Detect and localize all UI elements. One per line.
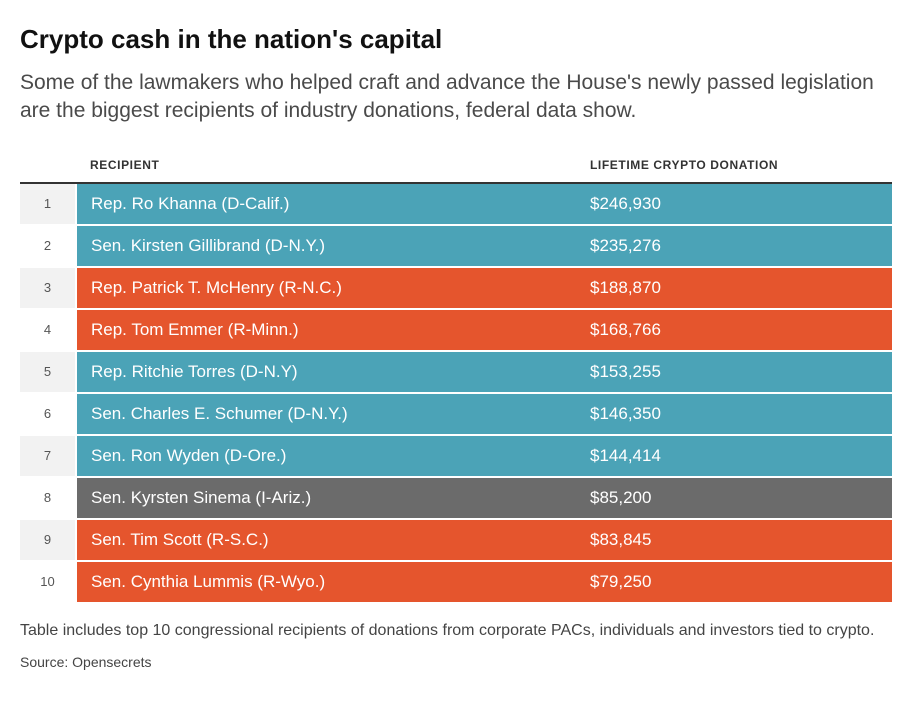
recipient-cell: Sen. Cynthia Lummis (R-Wyo.) (76, 561, 576, 603)
amount-cell: $83,845 (576, 519, 892, 561)
chart-subtitle: Some of the lawmakers who helped craft a… (20, 69, 892, 126)
col-header-rank (20, 148, 76, 183)
table-row: 6Sen. Charles E. Schumer (D-N.Y.)$146,35… (20, 393, 892, 435)
table-row: 1Rep. Ro Khanna (D-Calif.)$246,930 (20, 183, 892, 225)
table-header-row: RECIPIENT LIFETIME CRYPTO DONATION (20, 148, 892, 183)
table-row: 4Rep. Tom Emmer (R-Minn.)$168,766 (20, 309, 892, 351)
amount-cell: $146,350 (576, 393, 892, 435)
chart-title: Crypto cash in the nation's capital (20, 24, 892, 55)
rank-cell: 2 (20, 225, 76, 267)
amount-cell: $144,414 (576, 435, 892, 477)
amount-cell: $79,250 (576, 561, 892, 603)
donations-table: RECIPIENT LIFETIME CRYPTO DONATION 1Rep.… (20, 148, 892, 604)
rank-cell: 1 (20, 183, 76, 225)
recipient-cell: Rep. Patrick T. McHenry (R-N.C.) (76, 267, 576, 309)
recipient-cell: Sen. Kirsten Gillibrand (D-N.Y.) (76, 225, 576, 267)
table-body: 1Rep. Ro Khanna (D-Calif.)$246,9302Sen. … (20, 183, 892, 603)
table-row: 9Sen. Tim Scott (R-S.C.)$83,845 (20, 519, 892, 561)
rank-cell: 9 (20, 519, 76, 561)
col-header-recipient: RECIPIENT (76, 148, 576, 183)
recipient-cell: Sen. Kyrsten Sinema (I-Ariz.) (76, 477, 576, 519)
table-row: 8Sen. Kyrsten Sinema (I-Ariz.)$85,200 (20, 477, 892, 519)
recipient-cell: Sen. Charles E. Schumer (D-N.Y.) (76, 393, 576, 435)
recipient-cell: Rep. Ritchie Torres (D-N.Y) (76, 351, 576, 393)
table-row: 10Sen. Cynthia Lummis (R-Wyo.)$79,250 (20, 561, 892, 603)
rank-cell: 3 (20, 267, 76, 309)
rank-cell: 4 (20, 309, 76, 351)
table-row: 7Sen. Ron Wyden (D-Ore.)$144,414 (20, 435, 892, 477)
recipient-cell: Sen. Ron Wyden (D-Ore.) (76, 435, 576, 477)
rank-cell: 6 (20, 393, 76, 435)
amount-cell: $246,930 (576, 183, 892, 225)
amount-cell: $153,255 (576, 351, 892, 393)
recipient-cell: Rep. Ro Khanna (D-Calif.) (76, 183, 576, 225)
amount-cell: $168,766 (576, 309, 892, 351)
recipient-cell: Rep. Tom Emmer (R-Minn.) (76, 309, 576, 351)
table-row: 3Rep. Patrick T. McHenry (R-N.C.)$188,87… (20, 267, 892, 309)
table-source: Source: Opensecrets (20, 654, 892, 670)
amount-cell: $235,276 (576, 225, 892, 267)
amount-cell: $85,200 (576, 477, 892, 519)
table-row: 2Sen. Kirsten Gillibrand (D-N.Y.)$235,27… (20, 225, 892, 267)
col-header-amount: LIFETIME CRYPTO DONATION (576, 148, 892, 183)
rank-cell: 10 (20, 561, 76, 603)
amount-cell: $188,870 (576, 267, 892, 309)
table-row: 5Rep. Ritchie Torres (D-N.Y)$153,255 (20, 351, 892, 393)
table-footnote: Table includes top 10 congressional reci… (20, 620, 892, 642)
rank-cell: 7 (20, 435, 76, 477)
rank-cell: 8 (20, 477, 76, 519)
recipient-cell: Sen. Tim Scott (R-S.C.) (76, 519, 576, 561)
rank-cell: 5 (20, 351, 76, 393)
